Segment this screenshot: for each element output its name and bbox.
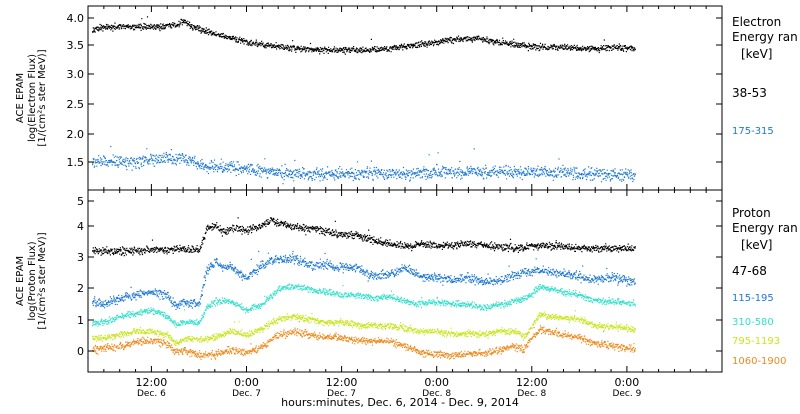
markers-115-195: [92, 250, 636, 310]
x-tick-label-4: 12:00: [516, 376, 548, 389]
y-axis-title-line-2: [1/(cm²s ster MeV)]: [37, 49, 48, 146]
y-tick-label-proton-4: 4: [77, 220, 84, 233]
x-tick-sublabel-1: Dec. 7: [232, 389, 261, 399]
legend-title-proton-0: Proton: [732, 206, 771, 220]
series-proton-47-68: [92, 217, 636, 257]
legend-entry-electron-175-315: 175-315: [732, 126, 774, 137]
y-tick-label-proton-3: 3: [77, 251, 84, 264]
markers-47-68: [92, 217, 636, 257]
legend-entry-proton-47-68: 47-68: [732, 264, 767, 278]
x-tick-sublabel-5: Dec. 9: [612, 389, 641, 399]
legend-entry-electron-38-53: 38-53: [732, 86, 767, 100]
markers-310-580: [92, 283, 636, 328]
y-axis-title-line-1: log(Proton Flux): [27, 241, 38, 320]
y-tick-label-electron-1: 2.0: [67, 128, 85, 141]
series-electron-175-315: [92, 145, 636, 185]
series-proton-115-195: [92, 250, 636, 310]
x-tick-sublabel-0: Dec. 6: [137, 389, 166, 399]
y-tick-label-electron-0: 1.5: [67, 156, 85, 169]
legend-title-electron-0: Electron: [732, 15, 781, 29]
series-electron-38-53: [92, 16, 636, 55]
y-axis-title-line-0: ACE EPAM: [15, 73, 26, 123]
y-tick-label-proton-2: 2: [77, 282, 84, 295]
markers-175-315: [92, 145, 636, 185]
y-axis-title-line-2: [1/(cm²s ster MeV)]: [37, 232, 48, 329]
markers-38-53: [92, 16, 636, 55]
legend-title-electron-1: Energy ran: [732, 30, 798, 44]
plot-frames: [87, 5, 723, 373]
y-tick-label-electron-4: 3.5: [67, 39, 85, 52]
legend-entry-proton-310-580: 310-580: [732, 317, 774, 328]
frame-electron: [87, 5, 723, 191]
legend-title-electron-2: [keV]: [741, 47, 772, 61]
y-tick-label-proton-1: 1: [77, 314, 84, 327]
y-axis-title-line-0: ACE EPAM: [15, 256, 26, 306]
y-tick-label-electron-2: 2.5: [67, 98, 85, 111]
x-tick-label-3: 0:00: [424, 376, 449, 389]
y-tick-label-electron-3: 3.0: [67, 68, 85, 81]
data-series-layer: [92, 16, 636, 360]
y-axis-title-electron: ACE EPAM log(Electron Flux) [1/(cm²s ster …: [15, 49, 48, 146]
series-proton-310-580: [92, 283, 636, 328]
x-tick-sublabel-4: Dec. 8: [517, 389, 546, 399]
x-tick-label-1: 0:00: [234, 376, 259, 389]
x-tick-label-2: 12:00: [326, 376, 358, 389]
markers-1060-1900: [92, 321, 636, 360]
legend-entry-proton-115-195: 115-195: [732, 293, 774, 304]
x-tick-label-5: 0:00: [615, 376, 640, 389]
y-tick-label-electron-5: 4.0: [67, 12, 85, 25]
y-axis-title-line-1: log(Electron Flux): [27, 54, 38, 142]
y-tick-label-proton-5: 5: [77, 195, 84, 208]
x-tick-sublabel-3: Dec. 8: [422, 389, 451, 399]
legend-entry-proton-795-1193: 795-1193: [732, 336, 780, 347]
x-tick-label-0: 12:00: [136, 376, 168, 389]
legend-title-proton-1: Energy ran: [732, 221, 798, 235]
legend-title-proton-2: [keV]: [741, 238, 772, 252]
x-tick-sublabel-2: Dec. 7: [327, 389, 356, 399]
legend-entry-proton-1060-1900: 1060-1900: [732, 356, 787, 367]
y-tick-label-proton-0: 0: [77, 345, 84, 358]
series-proton-1060-1900: [92, 321, 636, 360]
x-axis-title: hours:minutes, Dec. 6, 2014 - Dec. 9, 20…: [281, 396, 519, 409]
y-axis-title-proton: ACE EPAM log(Proton Flux) [1/(cm²s ster Me…: [15, 232, 48, 329]
